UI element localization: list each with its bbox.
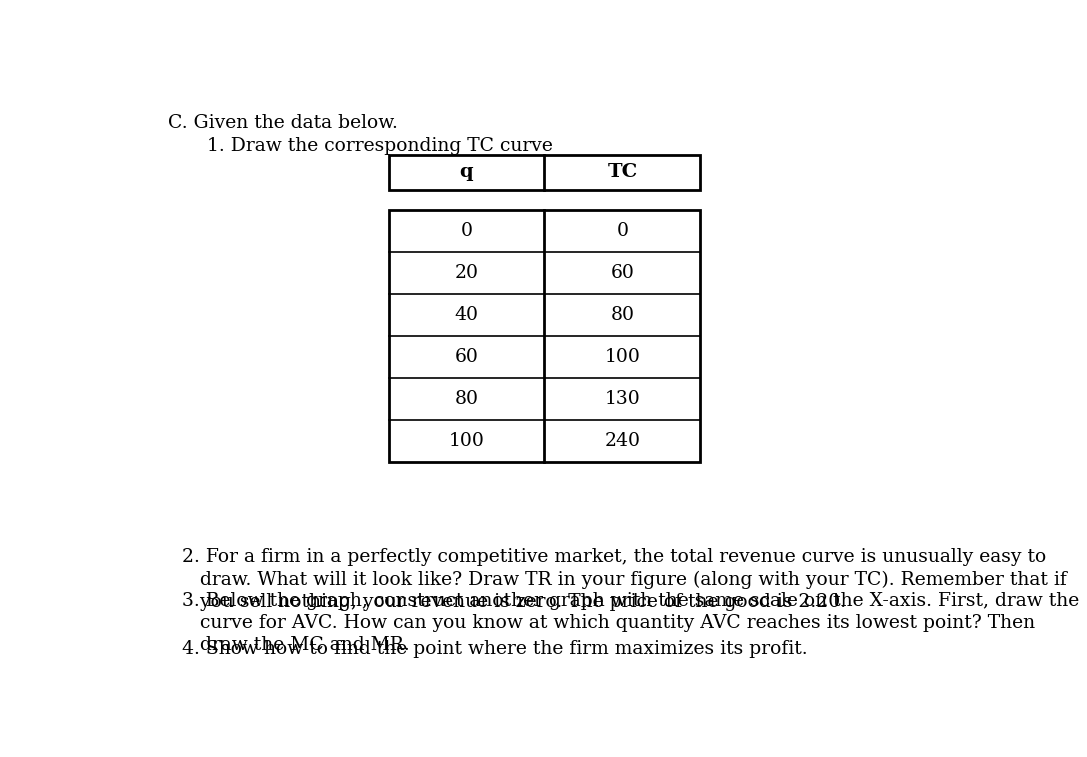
Text: 60: 60 bbox=[611, 264, 635, 282]
Text: 60: 60 bbox=[454, 348, 478, 366]
Text: 80: 80 bbox=[454, 390, 478, 408]
Text: 1. Draw the corresponding TC curve: 1. Draw the corresponding TC curve bbox=[208, 138, 553, 155]
Text: curve for AVC. How can you know at which quantity AVC reaches its lowest point? : curve for AVC. How can you know at which… bbox=[183, 614, 1035, 632]
Text: q: q bbox=[460, 164, 473, 182]
FancyBboxPatch shape bbox=[389, 210, 700, 462]
Text: 20: 20 bbox=[454, 264, 478, 282]
Text: 0: 0 bbox=[461, 223, 473, 240]
Text: 240: 240 bbox=[604, 432, 640, 450]
Text: 2. For a firm in a perfectly competitive market, the total revenue curve is unus: 2. For a firm in a perfectly competitive… bbox=[183, 548, 1047, 566]
Text: 100: 100 bbox=[449, 432, 485, 450]
FancyBboxPatch shape bbox=[389, 155, 700, 190]
Text: 3. Below the graph, construct another graph with the same scale on the X-axis. F: 3. Below the graph, construct another gr… bbox=[183, 592, 1079, 610]
Text: TC: TC bbox=[608, 164, 637, 182]
Text: C. Given the data below.: C. Given the data below. bbox=[167, 114, 398, 132]
Text: 4. Show how to find the point where the firm maximizes its profit.: 4. Show how to find the point where the … bbox=[183, 640, 808, 658]
Text: draw. What will it look like? Draw TR in your figure (along with your TC). Remem: draw. What will it look like? Draw TR in… bbox=[183, 571, 1067, 589]
Text: 100: 100 bbox=[604, 348, 640, 366]
Text: 40: 40 bbox=[454, 307, 478, 324]
Text: you sell nothing, your revenue is zero. The price of the good is 2.20.: you sell nothing, your revenue is zero. … bbox=[183, 593, 847, 611]
Text: 80: 80 bbox=[611, 307, 635, 324]
Text: draw the MC and MR.: draw the MC and MR. bbox=[183, 637, 410, 654]
Text: 130: 130 bbox=[604, 390, 640, 408]
Text: 0: 0 bbox=[616, 223, 628, 240]
